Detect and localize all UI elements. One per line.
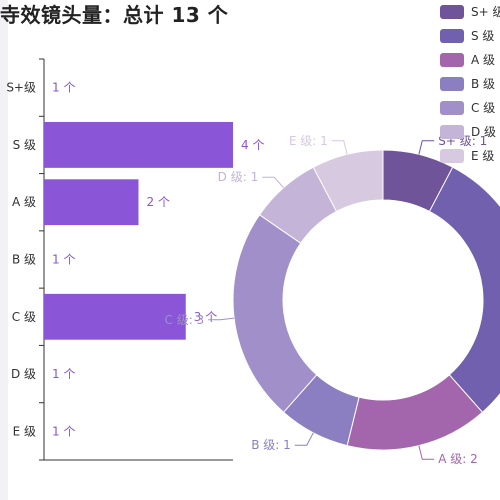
y-tick-label: D 级 <box>11 367 36 381</box>
bar-value-label: 2 个 <box>147 195 170 209</box>
bar-value-label: 1 个 <box>52 367 75 381</box>
slice-leader-line <box>294 432 314 446</box>
bar-chart: S+级 1 个 S 级 4 个 A 级 2 个 B 级 1 个 C 级 3 个 D 级 1 个 E 级 1… <box>6 58 264 461</box>
legend-swatch <box>440 5 464 19</box>
legend-item-e[interactable]: E 级 <box>440 148 500 164</box>
legend-swatch <box>440 29 464 43</box>
legend-item-b[interactable]: B 级 <box>440 76 500 92</box>
slice-label: E 级: 1 <box>289 134 328 148</box>
slice-leader-line <box>331 140 348 155</box>
slice-leader-line <box>208 317 235 321</box>
bar-value-label: 4 个 <box>241 138 264 152</box>
legend-label: S+ 级 <box>471 5 500 19</box>
legend-label: C 级 <box>471 101 496 115</box>
bar-value-label: 1 个 <box>52 253 75 267</box>
donut-slice <box>428 166 500 413</box>
y-tick-label: S 级 <box>13 138 36 152</box>
slice-label: C 级: 3 <box>165 313 205 327</box>
legend-item-a[interactable]: A 级 <box>440 52 500 68</box>
legend-swatch <box>440 125 464 139</box>
legend-label: A 级 <box>471 53 496 67</box>
bar <box>44 179 139 226</box>
bar-value-label: 1 个 <box>52 424 75 438</box>
y-tick-label: C 级 <box>12 310 36 324</box>
slice-label: D 级: 1 <box>218 170 259 184</box>
left-edge-strip <box>0 0 8 500</box>
chart-title: 寺效镜头量：总计 13 个 <box>0 3 229 27</box>
bar <box>44 122 233 168</box>
legend-swatch <box>440 101 464 115</box>
legend-label: E 级 <box>471 149 495 163</box>
donut-slice <box>312 149 384 213</box>
legend-label: S 级 <box>471 29 495 43</box>
slice-leader-line <box>418 445 435 460</box>
legend-label: B 级 <box>471 77 496 91</box>
slice-label: B 级: 1 <box>251 438 291 452</box>
legend-item-s-plus[interactable]: S+ 级 <box>440 4 500 20</box>
y-tick-label: A 级 <box>12 195 36 209</box>
slice-leader-line <box>262 176 284 189</box>
legend-item-d[interactable]: D 级 <box>440 124 500 140</box>
bar-value-label: 1 个 <box>52 81 75 95</box>
y-tick-label: E 级 <box>13 424 36 438</box>
slice-leader-line <box>418 140 435 155</box>
legend-swatch <box>440 53 464 67</box>
y-tick-label: B 级 <box>12 253 36 267</box>
bar <box>44 293 186 340</box>
legend-swatch <box>440 149 464 163</box>
legend-swatch <box>440 77 464 91</box>
slice-label: A 级: 2 <box>438 452 478 466</box>
donut-slice <box>232 214 318 413</box>
legend-item-c[interactable]: C 级 <box>440 100 500 116</box>
y-tick-label: S+级 <box>6 81 36 95</box>
legend-item-s[interactable]: S 级 <box>440 28 500 44</box>
donut-chart: S+ 级: 1S 级: 4A 级: 2B 级: 1C 级: 3D 级: 1E 级… <box>165 134 500 466</box>
legend-label: D 级 <box>471 125 497 139</box>
bar-value-label: 3 个 <box>194 310 217 324</box>
